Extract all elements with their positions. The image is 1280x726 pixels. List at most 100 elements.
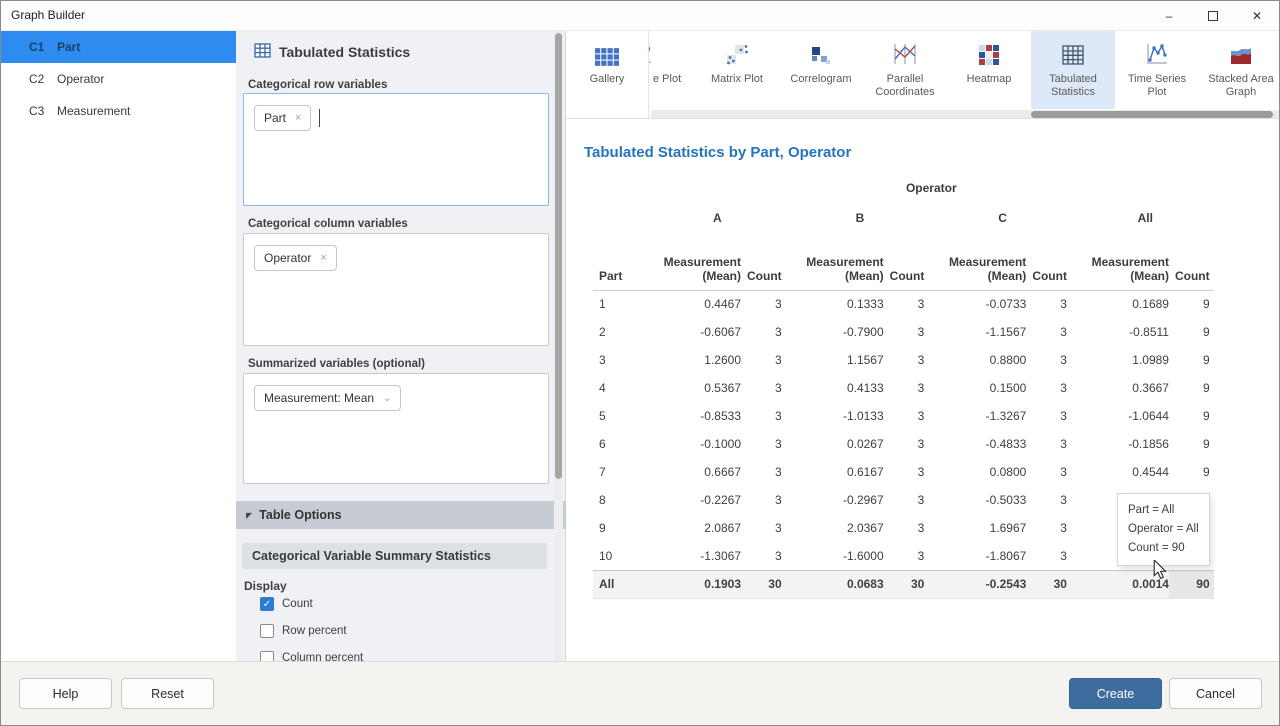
gallery-item-label: Gallery bbox=[589, 73, 625, 85]
count-cell: 3 bbox=[774, 409, 782, 423]
count-cell: 3 bbox=[917, 465, 925, 479]
table-span-header-row: Operator bbox=[593, 174, 1214, 202]
builder-scrollbar-thumb[interactable] bbox=[555, 33, 562, 479]
create-button[interactable]: Create bbox=[1069, 678, 1162, 709]
variable-chip-operator[interactable]: Operator × bbox=[254, 245, 337, 271]
gallery-item-parallel-coordinates[interactable]: Parallel Coordinates bbox=[863, 31, 947, 109]
mean-cell: 2.0867 bbox=[704, 521, 741, 535]
mean-cell: 0.8800 bbox=[989, 353, 1027, 367]
maximize-icon[interactable] bbox=[1191, 1, 1235, 31]
minimize-icon[interactable]: – bbox=[1165, 9, 1173, 23]
gallery-item-stacked-area-graph[interactable]: Stacked Area Graph bbox=[1199, 31, 1279, 109]
count-cell: 30 bbox=[1026, 569, 1071, 599]
reset-button[interactable]: Reset bbox=[121, 678, 214, 709]
count-cell: 9 bbox=[1202, 465, 1210, 479]
count-cell: 30 bbox=[741, 569, 786, 599]
count-cell: 3 bbox=[1060, 548, 1067, 563]
part-cell: 2 bbox=[599, 325, 606, 339]
mean-column-header: Measurement (Mean) bbox=[643, 234, 741, 290]
mean-cell: 0.1903 bbox=[643, 569, 741, 599]
sidebar-item-operator[interactable]: C2 Operator bbox=[1, 63, 236, 95]
count-cell: 3 bbox=[917, 521, 925, 535]
mean-cell: -1.8067 bbox=[985, 548, 1027, 563]
mean-header-line1: Measurement bbox=[1091, 254, 1169, 269]
builder-panel-header: Tabulated Statistics bbox=[254, 43, 410, 61]
builder-panel-title: Tabulated Statistics bbox=[279, 44, 411, 60]
chip-label: Part bbox=[264, 111, 287, 125]
summarized-variables-box[interactable]: Measurement: Mean ⌄ bbox=[243, 373, 549, 484]
display-option-row-percent[interactable]: Row percent bbox=[260, 624, 347, 638]
remove-chip-icon[interactable]: × bbox=[320, 252, 327, 264]
mean-cell: 1.1567 bbox=[846, 353, 884, 367]
window-controls: – ✕ bbox=[1147, 1, 1279, 31]
count-cell: 3 bbox=[1060, 297, 1067, 312]
remove-chip-icon[interactable]: × bbox=[295, 112, 302, 124]
table-options-header[interactable]: ◤ Table Options bbox=[236, 501, 566, 529]
gallery-item-e-plot[interactable]: e Plot bbox=[649, 31, 695, 109]
mean-cell: 0.0014 bbox=[1070, 569, 1169, 599]
mean-column-header: Measurement (Mean) bbox=[928, 234, 1026, 290]
builder-scrollbar[interactable] bbox=[554, 31, 563, 661]
column-variables-box[interactable]: Operator × bbox=[243, 233, 549, 346]
gallery-item-time-series-plot[interactable]: Time Series Plot bbox=[1115, 31, 1199, 109]
mean-header-line1: Measurement bbox=[948, 254, 1027, 269]
count-cell: 3 bbox=[917, 381, 925, 395]
mean-cell: 0.0800 bbox=[989, 465, 1027, 479]
gallery-item-gallery[interactable]: Gallery bbox=[566, 31, 649, 118]
display-option-count[interactable]: ✓ Count bbox=[260, 597, 313, 611]
close-icon[interactable]: ✕ bbox=[1251, 9, 1263, 23]
mean-cell: -1.3267 bbox=[985, 409, 1027, 423]
window-title: Graph Builder bbox=[11, 8, 86, 22]
mouse-cursor-icon bbox=[1152, 558, 1167, 585]
mean-cell: 0.4544 bbox=[1132, 465, 1169, 479]
gallery-item-matrix-plot[interactable]: Matrix Plot bbox=[695, 31, 779, 109]
count-column-header: Count bbox=[747, 268, 782, 283]
checkbox-unchecked-icon[interactable] bbox=[260, 624, 274, 638]
mean-header-line2: (Mean) bbox=[702, 268, 741, 283]
mean-cell: -0.2967 bbox=[842, 493, 884, 507]
corner-blank bbox=[593, 174, 643, 202]
chevron-down-icon[interactable]: ⌄ bbox=[383, 392, 392, 404]
mean-cell: -0.5033 bbox=[985, 493, 1027, 507]
gallery-scrollbar[interactable] bbox=[651, 110, 1279, 118]
row-variables-box[interactable]: Part × bbox=[243, 93, 549, 206]
checkbox-checked-icon[interactable]: ✓ bbox=[260, 597, 274, 611]
sidebar-item-measurement[interactable]: C3 Measurement bbox=[1, 95, 236, 127]
count-cell: 3 bbox=[774, 465, 782, 479]
display-option-label: Count bbox=[282, 598, 313, 610]
gallery-grid-icon bbox=[595, 40, 619, 66]
mean-cell: 1.0989 bbox=[1132, 353, 1169, 367]
column-id: C1 bbox=[29, 40, 45, 54]
gallery-item-tabulated-statistics[interactable]: Tabulated Statistics bbox=[1031, 31, 1115, 109]
gallery-scrollbar-thumb[interactable] bbox=[1031, 111, 1273, 118]
count-cell: 3 bbox=[774, 381, 782, 395]
part-cell: 10 bbox=[599, 548, 613, 563]
sidebar-item-part[interactable]: C1 Part bbox=[1, 31, 236, 63]
mean-cell: -1.3067 bbox=[700, 548, 741, 563]
count-cell: 9 bbox=[1202, 381, 1210, 395]
help-button[interactable]: Help bbox=[19, 678, 112, 709]
mean-cell: -0.6067 bbox=[700, 325, 741, 339]
part-cell: All bbox=[593, 569, 643, 599]
tooltip-line: Count = 90 bbox=[1128, 542, 1185, 554]
correlogram-icon bbox=[809, 40, 833, 66]
column-id: C2 bbox=[29, 72, 45, 86]
mean-cell: -0.8511 bbox=[1129, 325, 1169, 339]
mean-cell: -0.4833 bbox=[985, 437, 1027, 451]
tooltip-line: Part = All bbox=[1128, 504, 1175, 516]
group-header-a: A bbox=[712, 211, 722, 225]
variable-chip-part[interactable]: Part × bbox=[254, 105, 312, 131]
gallery-item-heatmap[interactable]: Heatmap bbox=[947, 31, 1031, 109]
count-column-header: Count bbox=[1174, 268, 1210, 283]
cancel-button[interactable]: Cancel bbox=[1169, 678, 1262, 709]
mean-column-header: Measurement (Mean) bbox=[786, 234, 883, 290]
column-name: Measurement bbox=[57, 104, 131, 118]
mean-cell: -0.8533 bbox=[700, 409, 741, 423]
variable-chip-measurement-mean[interactable]: Measurement: Mean ⌄ bbox=[254, 385, 402, 411]
gallery-item-correlogram[interactable]: Correlogram bbox=[779, 31, 863, 109]
display-label: Display bbox=[244, 579, 287, 593]
builder-panel: Tabulated Statistics Categorical row var… bbox=[236, 31, 566, 665]
part-column-header: Part bbox=[599, 268, 623, 283]
part-cell: 1 bbox=[599, 297, 606, 312]
